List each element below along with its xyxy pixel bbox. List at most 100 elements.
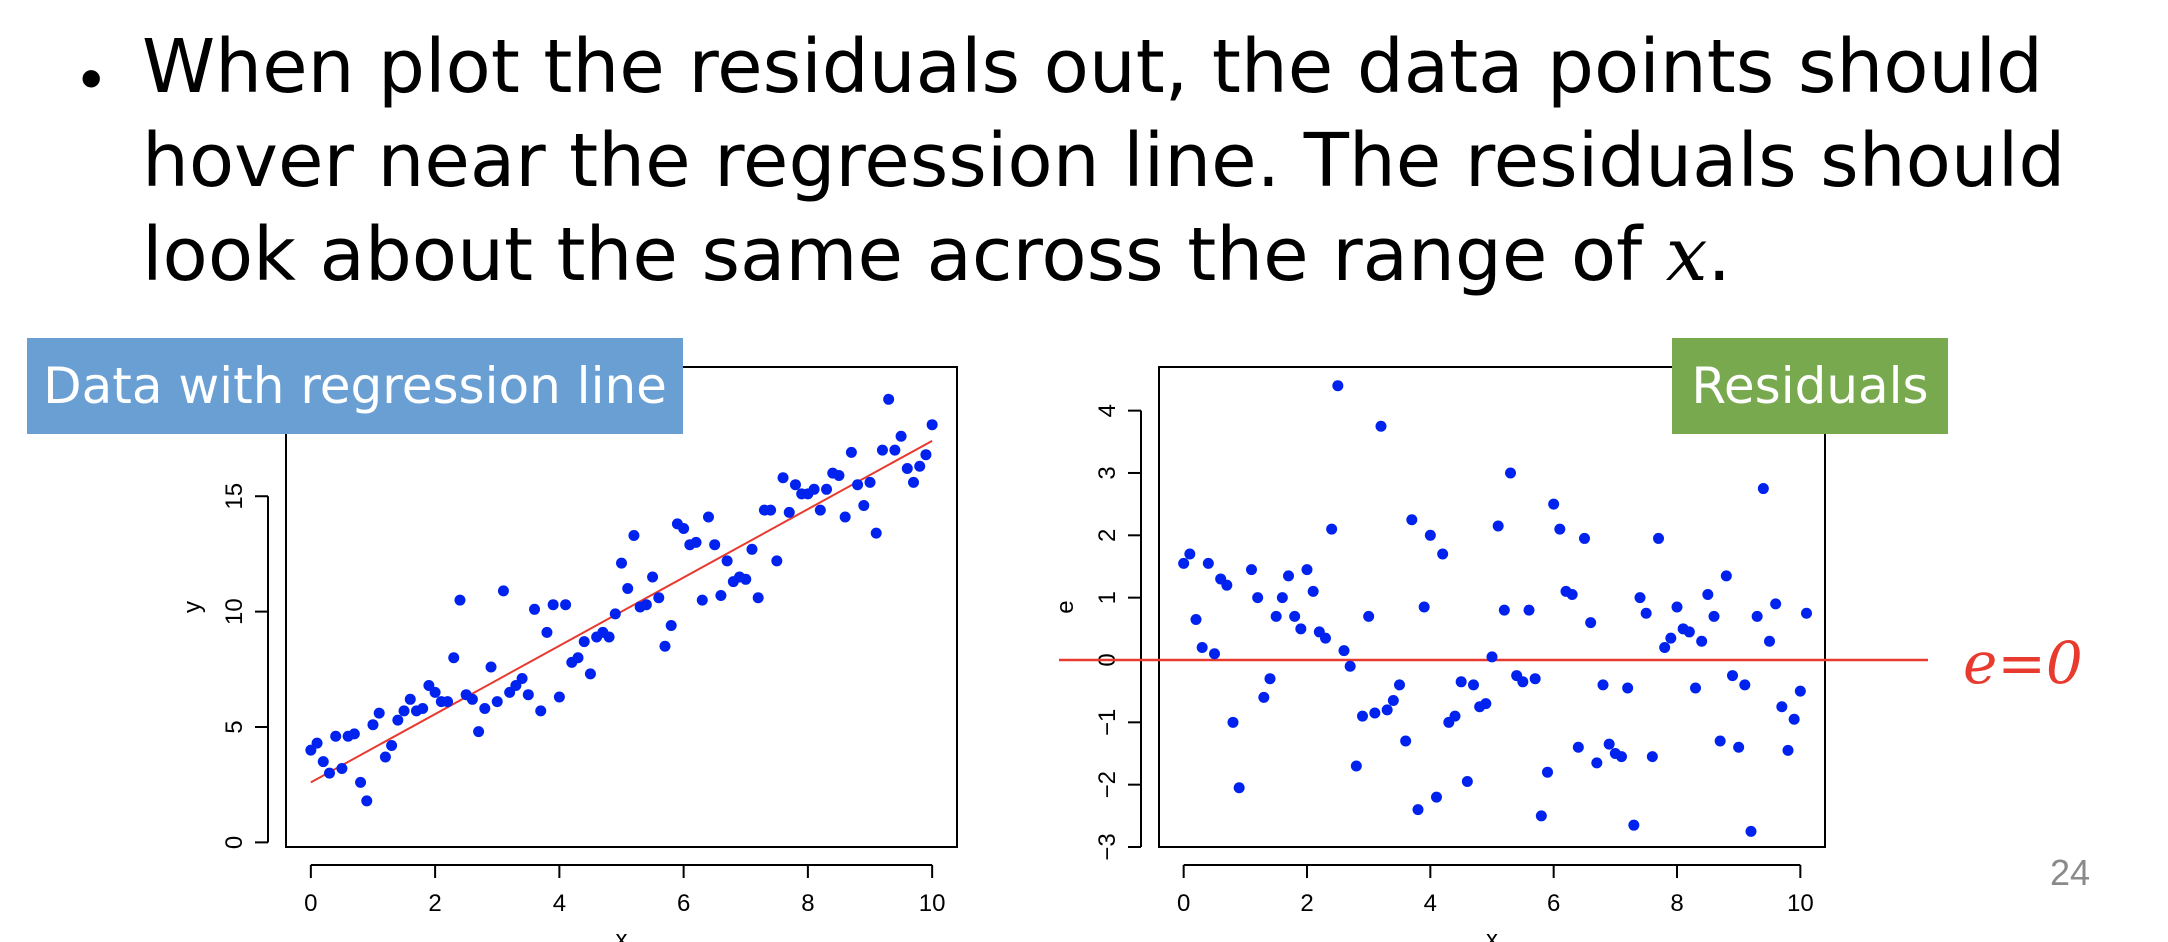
data-point — [808, 483, 820, 495]
data-point — [771, 555, 783, 567]
data-point — [1690, 682, 1701, 694]
data-point — [553, 691, 565, 703]
data-point — [578, 636, 590, 648]
data-point — [926, 419, 938, 431]
data-point — [1276, 592, 1288, 604]
data-point — [895, 430, 907, 442]
data-point — [1449, 710, 1461, 722]
data-point — [1523, 604, 1535, 616]
y-tick-label: −3 — [1094, 833, 1121, 860]
data-point — [1702, 589, 1714, 601]
data-point — [1665, 632, 1677, 644]
data-point — [1720, 570, 1732, 582]
data-point — [386, 739, 398, 751]
x-tick-label: 10 — [919, 890, 946, 917]
data-point — [1486, 651, 1498, 663]
data-point — [702, 511, 714, 523]
data-point — [845, 446, 857, 458]
data-point — [1554, 523, 1566, 535]
data-point — [889, 444, 901, 456]
data-point — [1498, 604, 1510, 616]
label-data-with-regression-line: Data with regression line — [27, 338, 683, 434]
data-point — [361, 795, 373, 807]
data-point — [715, 589, 727, 601]
data-point — [653, 592, 665, 604]
data-point — [1350, 760, 1362, 772]
data-point — [379, 751, 391, 763]
data-point — [1375, 420, 1387, 432]
data-point — [1270, 610, 1282, 622]
data-point — [367, 719, 379, 731]
data-point — [1184, 548, 1196, 560]
data-point — [1517, 676, 1529, 688]
data-point — [491, 696, 503, 708]
x-tick-label: 0 — [304, 890, 317, 917]
data-point — [1387, 695, 1399, 707]
x-tick-label: 8 — [1670, 890, 1683, 917]
data-point — [852, 479, 864, 491]
data-point — [1209, 648, 1220, 660]
data-point — [647, 571, 659, 583]
data-point — [1431, 791, 1442, 803]
data-point — [417, 703, 429, 715]
x-tick-label: 6 — [1547, 890, 1560, 917]
data-point — [1233, 782, 1245, 794]
data-point — [1412, 804, 1424, 816]
data-point — [864, 476, 876, 488]
data-point — [1190, 613, 1202, 625]
data-point — [746, 543, 758, 555]
data-point — [1751, 610, 1763, 622]
data-point — [1332, 380, 1344, 392]
data-point — [858, 499, 870, 511]
data-point — [1727, 670, 1738, 682]
data-point — [547, 599, 559, 611]
data-point — [1683, 626, 1695, 638]
data-point — [1646, 751, 1658, 763]
data-point — [1788, 713, 1800, 725]
data-point — [529, 603, 541, 615]
data-point — [833, 469, 845, 481]
data-point — [522, 689, 534, 701]
data-point — [1320, 632, 1331, 644]
data-point — [1640, 607, 1652, 619]
data-point — [1221, 579, 1233, 591]
data-point — [1424, 529, 1436, 541]
y-tick-label: 10 — [221, 598, 248, 625]
data-point — [1616, 751, 1627, 763]
data-point — [323, 767, 335, 779]
data-point — [609, 608, 621, 620]
data-point — [1326, 523, 1338, 535]
data-point — [1369, 707, 1381, 719]
data-point — [1468, 679, 1479, 691]
bullet-variable: x — [1665, 212, 1708, 298]
data-point — [1733, 741, 1745, 753]
data-point — [1307, 585, 1319, 597]
data-point — [1289, 610, 1301, 622]
data-point — [914, 460, 926, 472]
data-point — [448, 652, 460, 664]
data-point — [1455, 676, 1467, 688]
data-point — [709, 539, 721, 551]
data-point — [1745, 825, 1757, 837]
data-point — [1548, 498, 1560, 510]
data-point — [429, 686, 441, 698]
data-point — [1764, 635, 1775, 647]
x-tick-label: 2 — [428, 890, 441, 917]
data-point — [398, 705, 410, 717]
data-point — [696, 594, 708, 606]
data-point — [1283, 570, 1294, 582]
page-number: 24 — [2050, 852, 2091, 893]
data-point — [740, 573, 752, 585]
data-point — [1653, 532, 1664, 544]
y-tick-label: 4 — [1094, 404, 1121, 417]
data-point — [1603, 738, 1615, 750]
data-point — [1622, 682, 1634, 694]
bullet-text-body: When plot the residuals out, the data po… — [142, 24, 2066, 298]
data-point — [1585, 617, 1597, 629]
annotation-e-zero: e=0 — [1963, 629, 2083, 697]
data-point — [311, 737, 323, 749]
data-point — [690, 536, 702, 548]
data-point — [1202, 557, 1214, 569]
data-point — [1671, 601, 1683, 613]
